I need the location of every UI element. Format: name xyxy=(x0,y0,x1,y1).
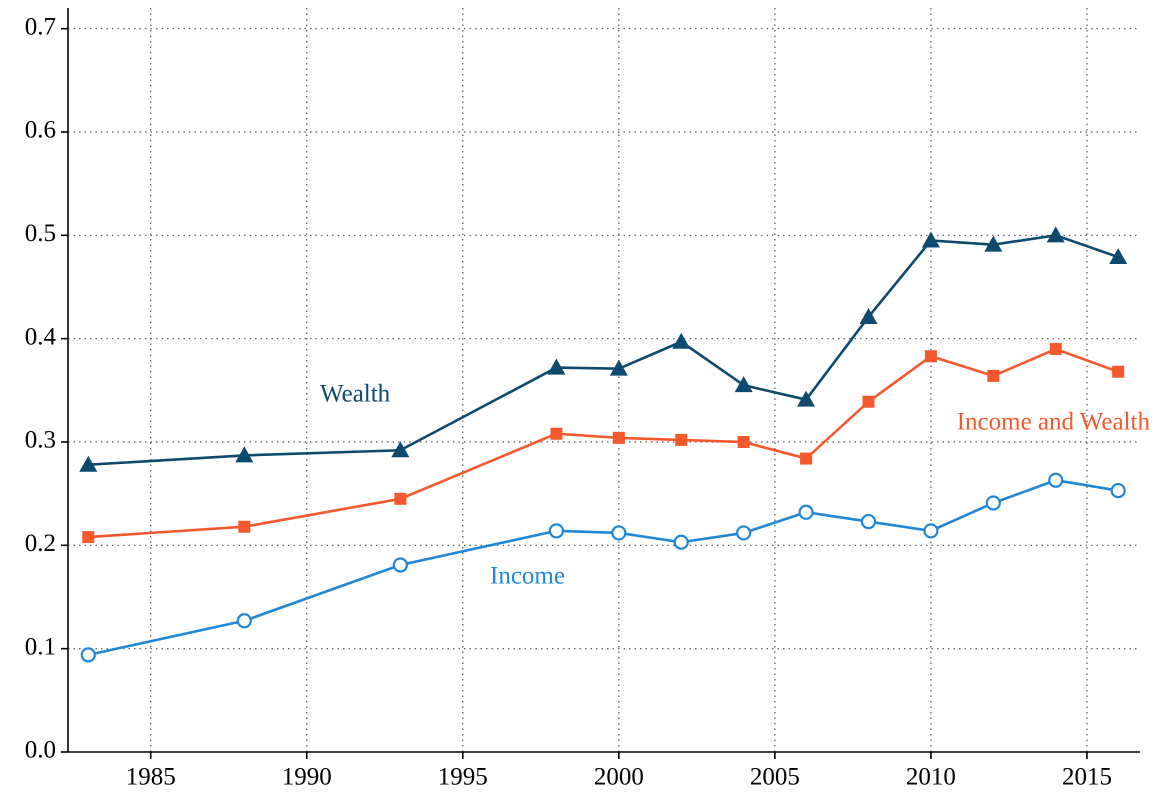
marker xyxy=(235,446,254,463)
marker xyxy=(797,390,816,407)
marker xyxy=(987,369,1000,382)
marker xyxy=(862,395,875,408)
marker xyxy=(859,307,878,324)
marker xyxy=(923,523,939,539)
series-label: Income xyxy=(490,563,565,590)
marker xyxy=(609,359,628,376)
marker xyxy=(82,531,95,544)
marker xyxy=(737,436,750,448)
y-tick-label: 0.2 xyxy=(25,530,56,557)
marker xyxy=(1048,472,1064,488)
series-line xyxy=(88,347,1119,539)
marker xyxy=(921,231,940,248)
marker xyxy=(985,495,1001,511)
marker xyxy=(675,433,688,446)
y-tick-label: 0.4 xyxy=(25,323,57,350)
series-line xyxy=(88,478,1119,657)
x-tick-label: 2010 xyxy=(906,764,956,791)
marker xyxy=(1112,365,1125,378)
y-tick-label: 0.3 xyxy=(25,427,56,454)
marker xyxy=(1109,248,1128,265)
y-tick-label: 0.1 xyxy=(25,633,56,660)
marker xyxy=(1110,482,1126,499)
y-tick-label: 0.5 xyxy=(25,220,56,247)
marker xyxy=(612,431,625,444)
marker xyxy=(734,376,753,393)
marker xyxy=(394,492,407,505)
marker xyxy=(392,557,408,573)
x-tick-label: 2005 xyxy=(750,764,800,791)
marker xyxy=(550,427,563,440)
x-tick-label: 1985 xyxy=(126,764,176,791)
marker xyxy=(984,235,1003,252)
marker xyxy=(548,523,565,539)
x-tick-label: 1990 xyxy=(282,764,332,791)
marker xyxy=(1046,226,1065,243)
y-tick-label: 0.7 xyxy=(25,13,56,40)
x-tick-label: 2000 xyxy=(594,764,644,791)
marker xyxy=(547,358,566,375)
marker xyxy=(672,332,691,349)
marker xyxy=(391,441,410,458)
marker xyxy=(79,455,98,472)
series-label: Wealth xyxy=(320,381,391,408)
marker xyxy=(673,534,689,550)
x-tick-label: 2015 xyxy=(1062,764,1112,791)
marker xyxy=(924,350,937,363)
marker xyxy=(1049,343,1062,355)
marker xyxy=(800,452,813,465)
y-tick-label: 0.0 xyxy=(25,737,56,764)
marker xyxy=(611,525,627,541)
marker xyxy=(80,647,96,663)
marker xyxy=(238,520,251,533)
y-tick-label: 0.6 xyxy=(25,117,56,144)
marker xyxy=(860,513,877,530)
series-label: Income and Wealth xyxy=(957,409,1151,436)
marker xyxy=(236,613,252,629)
x-tick-label: 1995 xyxy=(438,764,488,791)
marker xyxy=(798,504,814,520)
marker xyxy=(736,525,752,541)
